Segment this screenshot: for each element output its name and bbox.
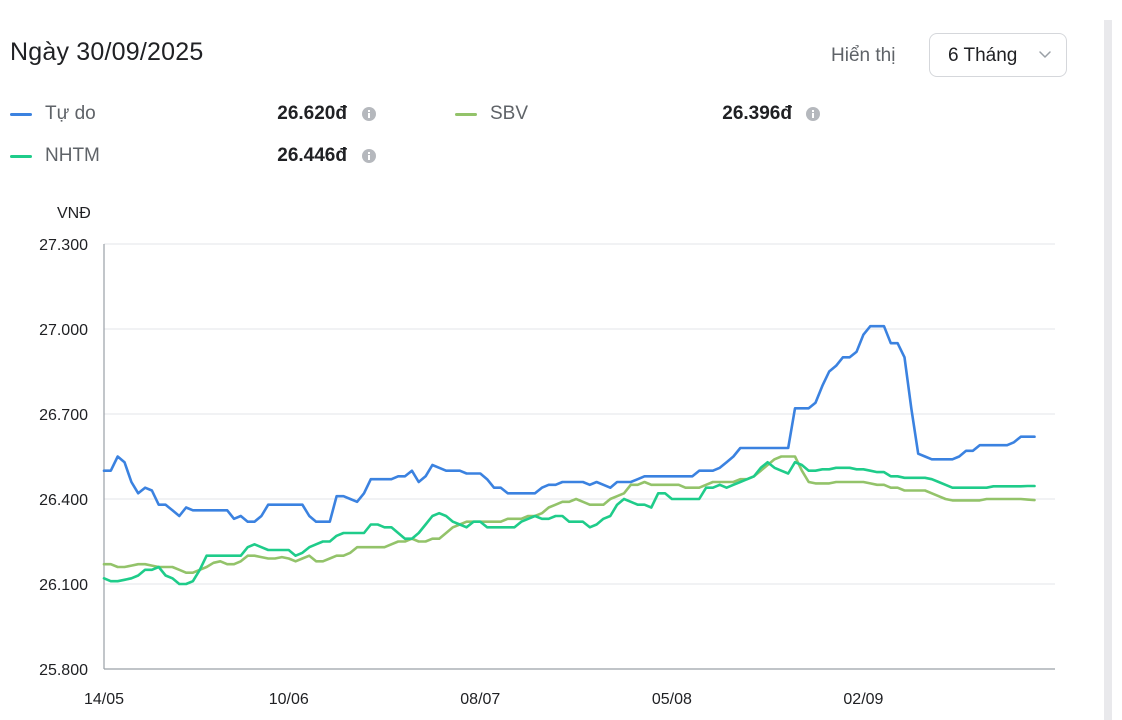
y-tick-label: 27.300 [39, 237, 88, 254]
legend-label-tu-do: Tự do [45, 103, 96, 124]
display-label: Hiển thị [831, 45, 896, 66]
x-tick-labels: 14/05 10/06 08/07 05/08 02/09 [84, 691, 884, 708]
page-title: Ngày 30/09/2025 [10, 38, 204, 66]
scrollbar[interactable] [1104, 20, 1112, 720]
y-tick-label: 26.400 [39, 492, 88, 509]
legend-item-sbv: SBV 26.396đ [455, 103, 825, 127]
info-icon[interactable] [361, 148, 377, 164]
y-tick-label: 26.700 [39, 407, 88, 424]
period-select-value: 6 Tháng [948, 45, 1018, 66]
grid-lines [104, 243, 1055, 670]
legend-value-tu-do: 26.620đ [277, 103, 347, 124]
y-tick-labels: 27.300 27.000 26.700 26.400 26.100 25.800 [39, 237, 88, 679]
series-line-1 [102, 455, 1036, 574]
legend-swatch-tu-do [10, 113, 32, 116]
legend-item-tu-do: Tự do 26.620đ [10, 103, 380, 127]
series-line-2 [102, 460, 1036, 586]
info-icon[interactable] [361, 106, 377, 122]
legend-swatch-nhtm [10, 155, 32, 158]
series-lines [102, 324, 1036, 586]
x-tick-label: 02/09 [843, 691, 883, 708]
x-tick-label: 10/06 [269, 691, 309, 708]
x-tick-label: 14/05 [84, 691, 124, 708]
y-tick-label: 26.100 [39, 577, 88, 594]
chevron-down-icon [1039, 51, 1051, 58]
series-line-0 [102, 324, 1036, 523]
y-tick-label: 27.000 [39, 322, 88, 339]
x-tick-label: 05/08 [652, 691, 692, 708]
legend-value-nhtm: 26.446đ [277, 145, 347, 166]
legend-item-nhtm: NHTM 26.446đ [10, 145, 380, 169]
legend-label-nhtm: NHTM [45, 145, 100, 166]
y-tick-label: 25.800 [39, 662, 88, 679]
legend-value-sbv: 26.396đ [722, 103, 792, 124]
axes [103, 244, 1055, 670]
legend-label-sbv: SBV [490, 103, 529, 124]
info-icon[interactable] [805, 106, 821, 122]
legend-swatch-sbv [455, 113, 477, 116]
exchange-rate-line-chart: VNĐ 27.300 27.000 26.700 26.400 26.100 25.800… [39, 205, 1055, 708]
period-select[interactable]: 6 Tháng [929, 33, 1067, 77]
x-tick-label: 08/07 [460, 691, 500, 708]
y-axis-title: VNĐ [57, 205, 91, 222]
